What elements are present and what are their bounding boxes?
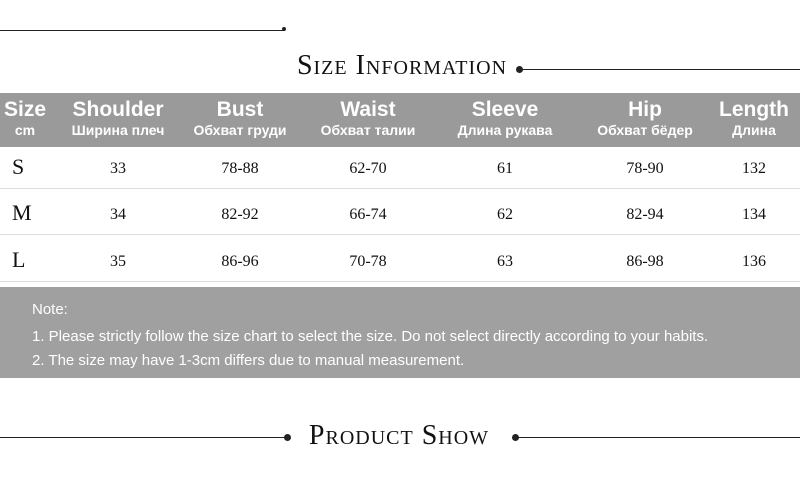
row-separator [0, 188, 800, 189]
note-box: Note: 1. Please strictly follow the size… [0, 287, 800, 378]
column-header: Length Длина [719, 93, 789, 138]
note-line: 1. Please strictly follow the size chart… [32, 328, 709, 345]
table-cell: 82-92 [221, 206, 259, 223]
size-label: L [12, 247, 26, 272]
dot [282, 27, 286, 31]
divider [0, 30, 285, 31]
row-separator [0, 234, 800, 235]
column-header: Bust Обхват груди [193, 93, 286, 138]
column-name: Size [3, 98, 47, 121]
column-name: Sleeve [471, 98, 539, 121]
table-cell: 78-88 [221, 160, 259, 177]
column-subtitle: Обхват бёдер [597, 122, 693, 138]
column-name: Shoulder [72, 98, 164, 121]
column-name: Waist [340, 98, 396, 121]
table-cell: 86-98 [626, 253, 664, 270]
dot [284, 434, 291, 441]
table-cell: 62 [497, 206, 513, 223]
divider [520, 69, 800, 70]
table-cell: 35 [110, 253, 126, 270]
table-cell: 62-70 [349, 160, 387, 177]
table-cell: 82-94 [626, 206, 664, 223]
table-header: Size cm Shoulder Ширина плеч Bust Обхват груд… [0, 93, 800, 147]
table-cell: 61 [497, 160, 513, 177]
table-cell: 34 [110, 206, 126, 223]
table-cell: 132 [742, 160, 766, 177]
table-cell: 78-90 [626, 160, 664, 177]
table-cell: 70-78 [349, 253, 387, 270]
column-name: Length [719, 98, 789, 121]
column-subtitle: Обхват груди [193, 122, 287, 138]
size-label: S [12, 154, 25, 179]
table-cell: 136 [742, 253, 766, 270]
row-separator [0, 281, 800, 282]
table-cell: 66-74 [349, 206, 387, 223]
table-cell: 86-96 [221, 253, 259, 270]
table-cell: 63 [497, 253, 513, 270]
column-subtitle: cm [14, 122, 36, 138]
column-subtitle: Обхват талии [320, 122, 416, 138]
note-title: Note: [32, 301, 68, 318]
size-label: M [12, 200, 32, 225]
column-subtitle: Ширина плеч [71, 122, 165, 138]
column-header: Sleeve Длина рукава [458, 93, 553, 138]
column-header: Size cm [4, 93, 46, 138]
column-subtitle: Длина рукава [457, 122, 553, 138]
column-subtitle: Длина [732, 122, 776, 138]
dot [516, 66, 523, 73]
column-header: Waist Обхват талии [321, 93, 416, 138]
table-cell: 33 [110, 160, 126, 177]
column-name: Hip [628, 98, 662, 121]
column-header: Hip Обхват бёдер [597, 93, 693, 138]
section-title: Size Information [296, 50, 508, 81]
dot [512, 434, 519, 441]
column-name: Bust [216, 98, 264, 121]
note-line: 2. The size may have 1-3cm differs due t… [32, 352, 465, 369]
section-title: Product Show [308, 420, 490, 451]
table-cell: 134 [742, 206, 766, 223]
column-header: Shoulder Ширина плеч [72, 93, 165, 138]
divider [516, 437, 800, 438]
divider [0, 437, 288, 438]
